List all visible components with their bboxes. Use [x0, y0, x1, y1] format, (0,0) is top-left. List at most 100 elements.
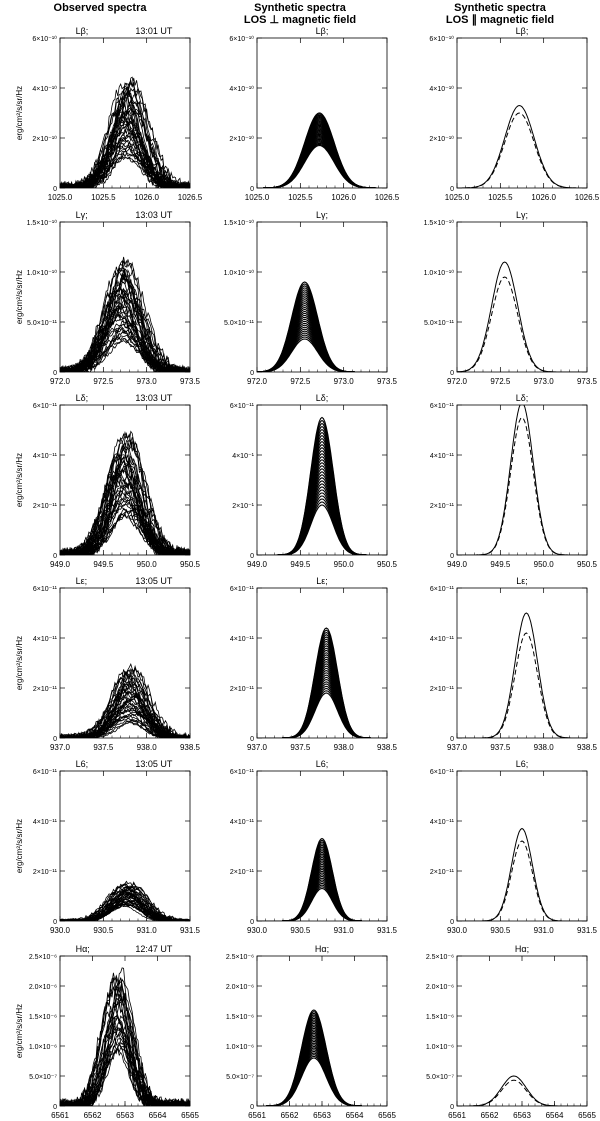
x-tick-label: 6563: [513, 1111, 531, 1120]
y-tick-label: 1.5×10⁻¹⁰: [27, 219, 58, 227]
y-tick-label: 1.0×10⁻¹⁰: [424, 269, 455, 277]
x-tick-label: 973.5: [180, 377, 201, 386]
x-tick-label: 950.0: [137, 560, 158, 569]
curves: [457, 827, 587, 921]
solid-curve: [457, 104, 587, 188]
x-tick-label: 930.5: [93, 926, 114, 935]
spectrum-curve: [257, 884, 387, 921]
x-tick-label: 937.0: [447, 743, 468, 752]
spectrum-curve: [257, 444, 387, 555]
spectrum-curve: [60, 880, 190, 921]
spectrum-curve: [257, 881, 387, 921]
panel-time: 12:47 UT: [135, 944, 173, 954]
y-tick-label: 2×10⁻¹¹: [230, 686, 255, 693]
curves: [60, 967, 190, 1106]
x-tick-label: 1025.5: [91, 193, 116, 202]
x-tick-label: 949.5: [490, 560, 511, 569]
x-tick-label: 950.5: [577, 560, 598, 569]
panel-0-observed: 1025.0 1025.5 1026.0 1026.5 0 2×10⁻¹⁰ 4×10⁻¹⁰ 6…: [15, 26, 203, 202]
y-tick-label: 4×10⁻¹¹: [33, 819, 58, 826]
plot-frame: [456, 955, 588, 1107]
y-tick-label: 0: [250, 370, 254, 377]
y-tick-label: 6×10⁻¹¹: [33, 403, 58, 410]
header-synthetic-perp: Synthetic spectra LOS ⊥ magnetic field: [200, 2, 400, 26]
spectrum-curve: [60, 501, 190, 555]
plot-frame: [59, 587, 191, 739]
x-tick-label: 972.5: [93, 377, 114, 386]
spectrum-curve: [60, 441, 190, 555]
spectrum-curve: [257, 627, 387, 738]
panel-4-synthetic_par: 930.0 930.5 931.0 931.5 0 2×10⁻¹¹ 4×10⁻¹¹ 6×10⁻…: [430, 759, 598, 935]
y-tick-label: 0: [250, 186, 254, 193]
spectrum-curve: [257, 501, 387, 555]
plot-frame: [256, 587, 388, 739]
y-tick-label: 2.5×10⁻⁶: [426, 954, 454, 961]
y-tick-label: 2.5×10⁻⁶: [29, 954, 57, 961]
x-tick-label: 6561: [51, 1111, 69, 1120]
spectrum-curve: [257, 844, 387, 921]
spectrum-curve: [60, 977, 190, 1106]
spectrum-curve: [257, 865, 387, 921]
y-tick-label: 6×10⁻¹¹: [230, 403, 255, 410]
y-tick-label: 2×10⁻¹¹: [430, 503, 455, 510]
spectrum-curve: [60, 1002, 190, 1106]
y-tick-label: 5.0×10⁻¹¹: [27, 320, 58, 327]
header-synthetic-par: Synthetic spectra LOS ∥ magnetic field: [400, 2, 600, 26]
plot-frame: [456, 37, 588, 189]
spectrum-curve: [257, 289, 387, 372]
spectrum-curve: [257, 459, 387, 555]
y-tick-label: 0: [250, 919, 254, 926]
y-tick-label: 2×10⁻¹¹: [33, 686, 58, 693]
x-tick-label: 949.5: [290, 560, 311, 569]
spectrum-curve: [257, 858, 387, 921]
curves: [60, 430, 190, 555]
panel-title: Lδ;: [516, 393, 529, 403]
y-tick-label: 4×10⁻¹⁰: [32, 85, 57, 93]
spectrum-curve: [60, 1044, 190, 1106]
x-tick-label: 949.5: [93, 560, 114, 569]
curves: [257, 1009, 387, 1106]
y-tick-label: 0: [53, 919, 57, 926]
x-tick-label: 1026.0: [331, 193, 356, 202]
spectrum-curve: [257, 144, 387, 188]
spectrum-curve: [60, 430, 190, 555]
x-tick-label: 938.5: [377, 743, 398, 752]
panel-title: Lδ;: [316, 393, 329, 403]
plot-frame: [456, 221, 588, 373]
y-tick-label: 4×10⁻¹: [232, 453, 254, 460]
panel-title: Lβ;: [316, 26, 329, 36]
dashed-curve: [457, 632, 587, 738]
y-axis-label: erg/cm²/s/sr/Hz: [15, 86, 24, 140]
spectrum-curve: [257, 863, 387, 921]
y-tick-label: 4×10⁻¹¹: [33, 453, 58, 460]
x-tick-label: 949.0: [447, 560, 468, 569]
x-tick-label: 6563: [116, 1111, 134, 1120]
spectrum-curve: [257, 887, 387, 921]
panel-1-synthetic_perp: 972.0 972.5 973.0 973.5 0 5.0×10⁻¹¹ 1.0×10⁻¹⁰ 1…: [224, 210, 398, 386]
spectrum-curve: [257, 877, 387, 921]
x-tick-label: 937.5: [93, 743, 114, 752]
curves: [257, 837, 387, 921]
x-tick-label: 1026.0: [134, 193, 159, 202]
spectrum-curve: [257, 477, 387, 555]
spectrum-curve: [257, 882, 387, 921]
spectrum-curve: [257, 489, 387, 555]
x-tick-label: 6562: [281, 1111, 299, 1120]
y-tick-label: 6×10⁻¹¹: [430, 769, 455, 776]
panel-title: Hα;: [76, 944, 90, 954]
spectrum-curve: [60, 885, 190, 921]
x-tick-label: 931.0: [334, 926, 355, 935]
spectrum-curve: [257, 425, 387, 555]
y-tick-label: 6×10⁻¹⁰: [429, 35, 454, 43]
y-tick-label: 5.0×10⁻⁷: [29, 1074, 57, 1081]
panel-title: Lγ;: [316, 210, 328, 220]
y-tick-label: 1.0×10⁻⁶: [29, 1044, 57, 1051]
panel-title: Lγ;: [516, 210, 528, 220]
spectrum-curve: [257, 498, 387, 555]
y-tick-label: 4×10⁻¹¹: [230, 819, 255, 826]
panel-title: Lγ;: [76, 210, 88, 220]
solid-curve: [457, 1075, 587, 1106]
spectrum-curve: [257, 853, 387, 921]
x-tick-label: 950.5: [377, 560, 398, 569]
